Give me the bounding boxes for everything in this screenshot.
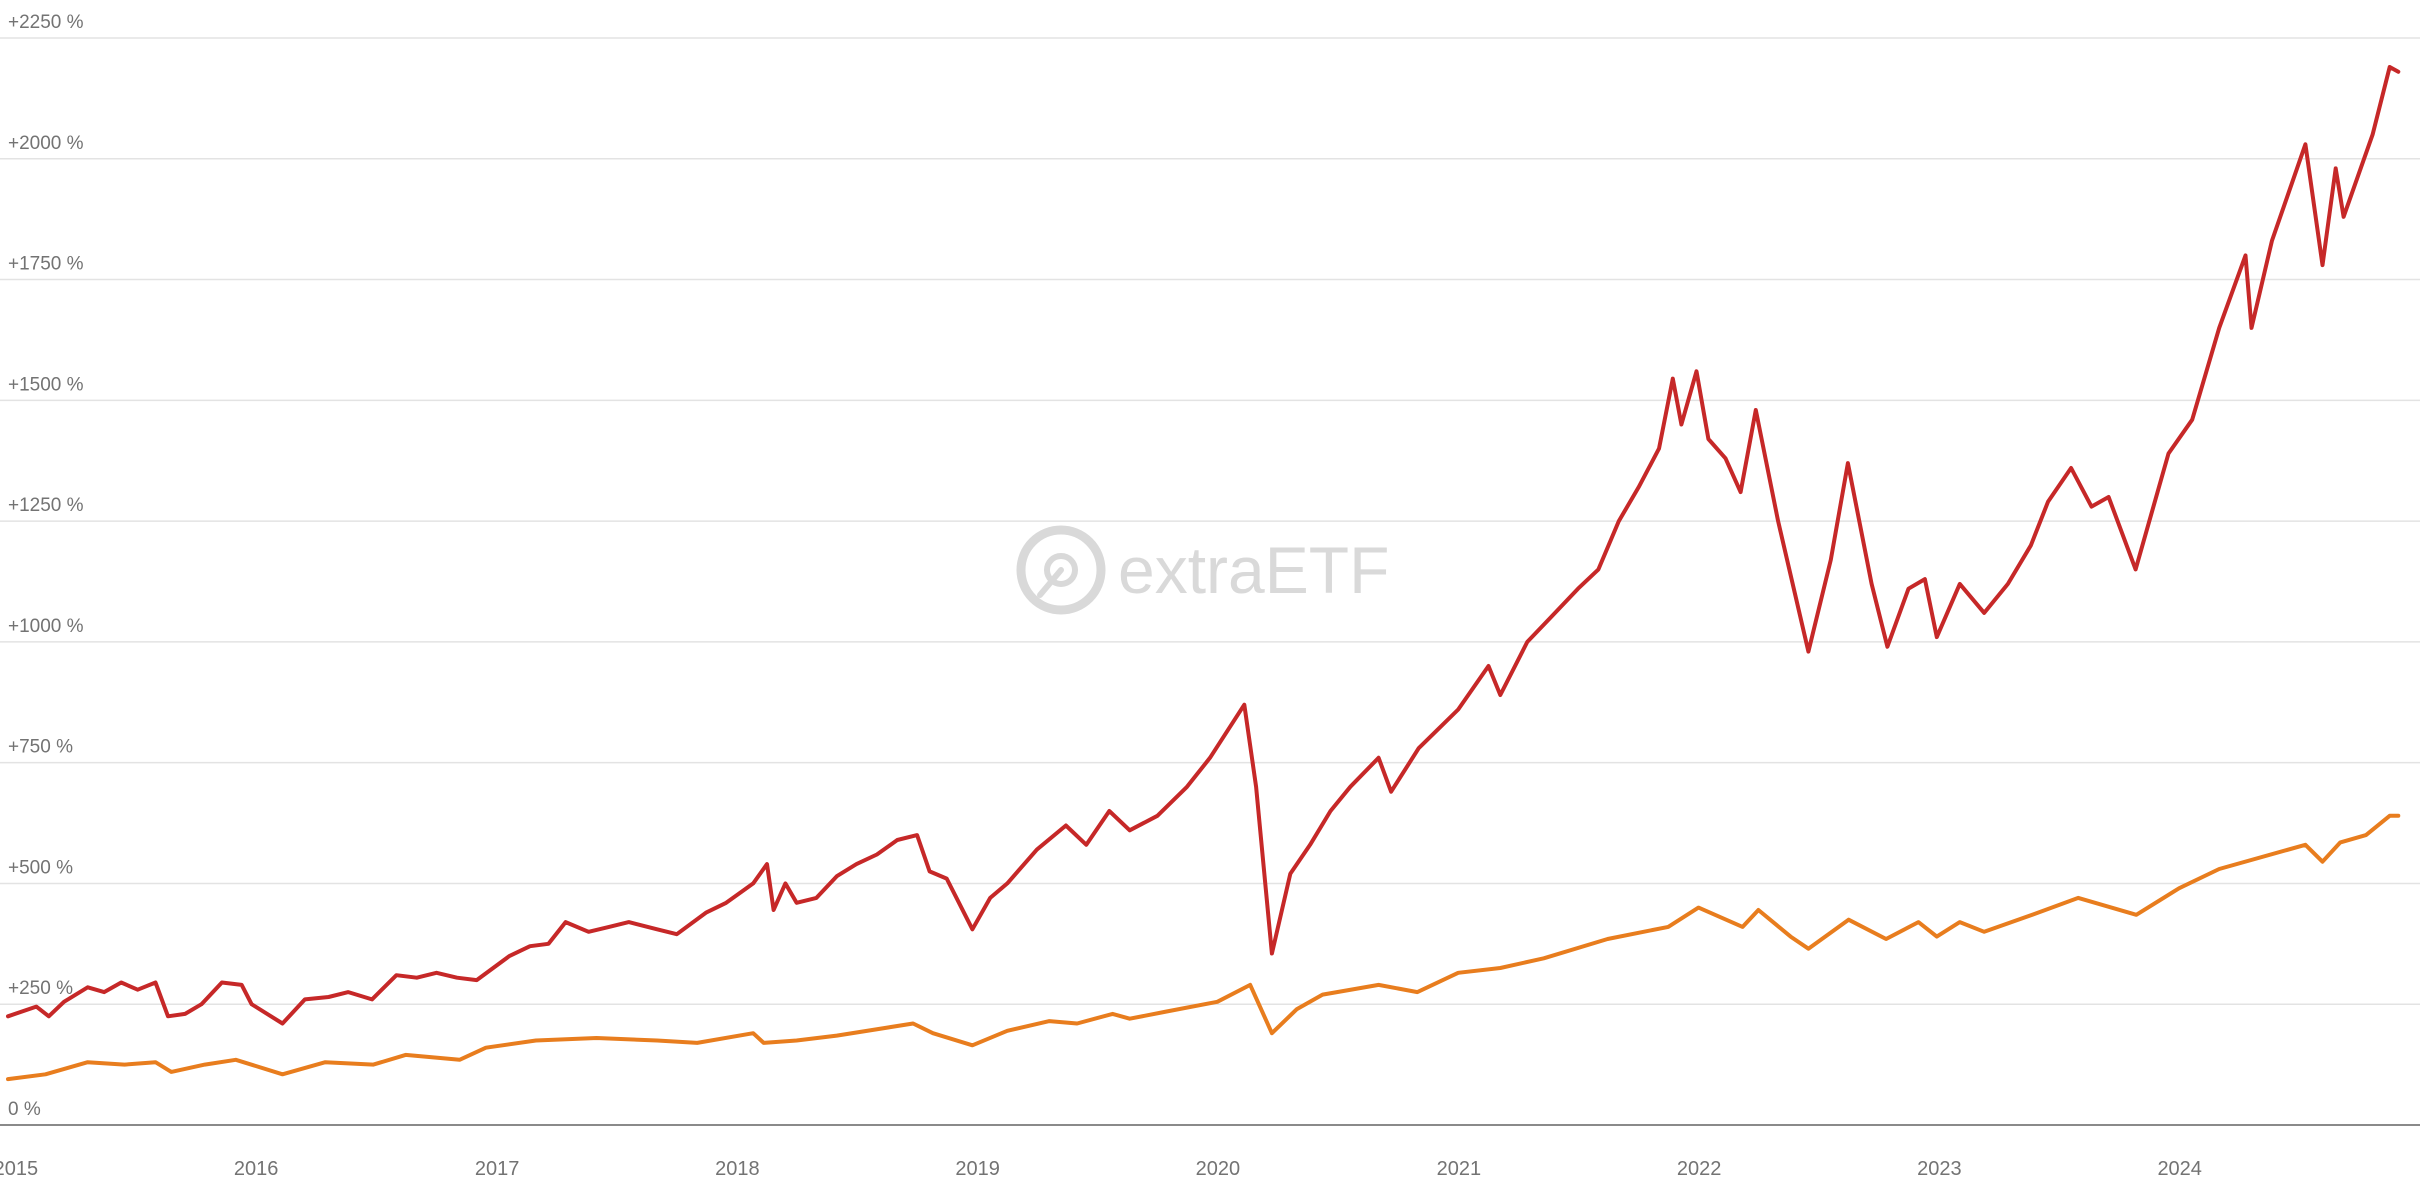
x-tick-label: 2023 [1917, 1158, 1962, 1180]
watermark: extraETF [1016, 525, 1389, 615]
series-lines [6, 65, 2401, 1082]
y-tick-label: +500 % [8, 857, 73, 878]
x-tick-label: 2021 [1437, 1158, 1482, 1180]
watermark-logo-icon [1016, 525, 1106, 615]
y-tick-label: +1250 % [8, 495, 84, 516]
y-tick-label: +250 % [8, 978, 73, 999]
y-tick-label: +2250 % [8, 12, 84, 33]
x-tick-label: 2019 [955, 1158, 1000, 1180]
y-tick-label: +750 % [8, 737, 73, 758]
y-tick-label: 0 % [8, 1099, 41, 1120]
axes: 0 % +250 % +500 % +750 % +1000 % +1250 % +1500… [0, 12, 2202, 1180]
series-line-1 [6, 65, 2401, 1026]
x-tick-label: 2017 [475, 1158, 520, 1180]
gridlines [0, 37, 2420, 1126]
x-tick-label: 2016 [234, 1158, 279, 1180]
y-tick-label: +1000 % [8, 616, 84, 637]
y-tick-label: +1750 % [8, 254, 84, 275]
x-tick-label: 2022 [1677, 1158, 1722, 1180]
x-tick-label: 2024 [2157, 1158, 2202, 1180]
x-tick-label: 2015 [0, 1158, 38, 1180]
series-line-2 [6, 813, 2401, 1082]
y-tick-label: +2000 % [8, 133, 84, 154]
x-tick-label: 2018 [715, 1158, 760, 1180]
y-tick-label: +1500 % [8, 374, 84, 395]
watermark-text: extraETF [1118, 533, 1389, 607]
x-tick-label: 2020 [1196, 1158, 1241, 1180]
